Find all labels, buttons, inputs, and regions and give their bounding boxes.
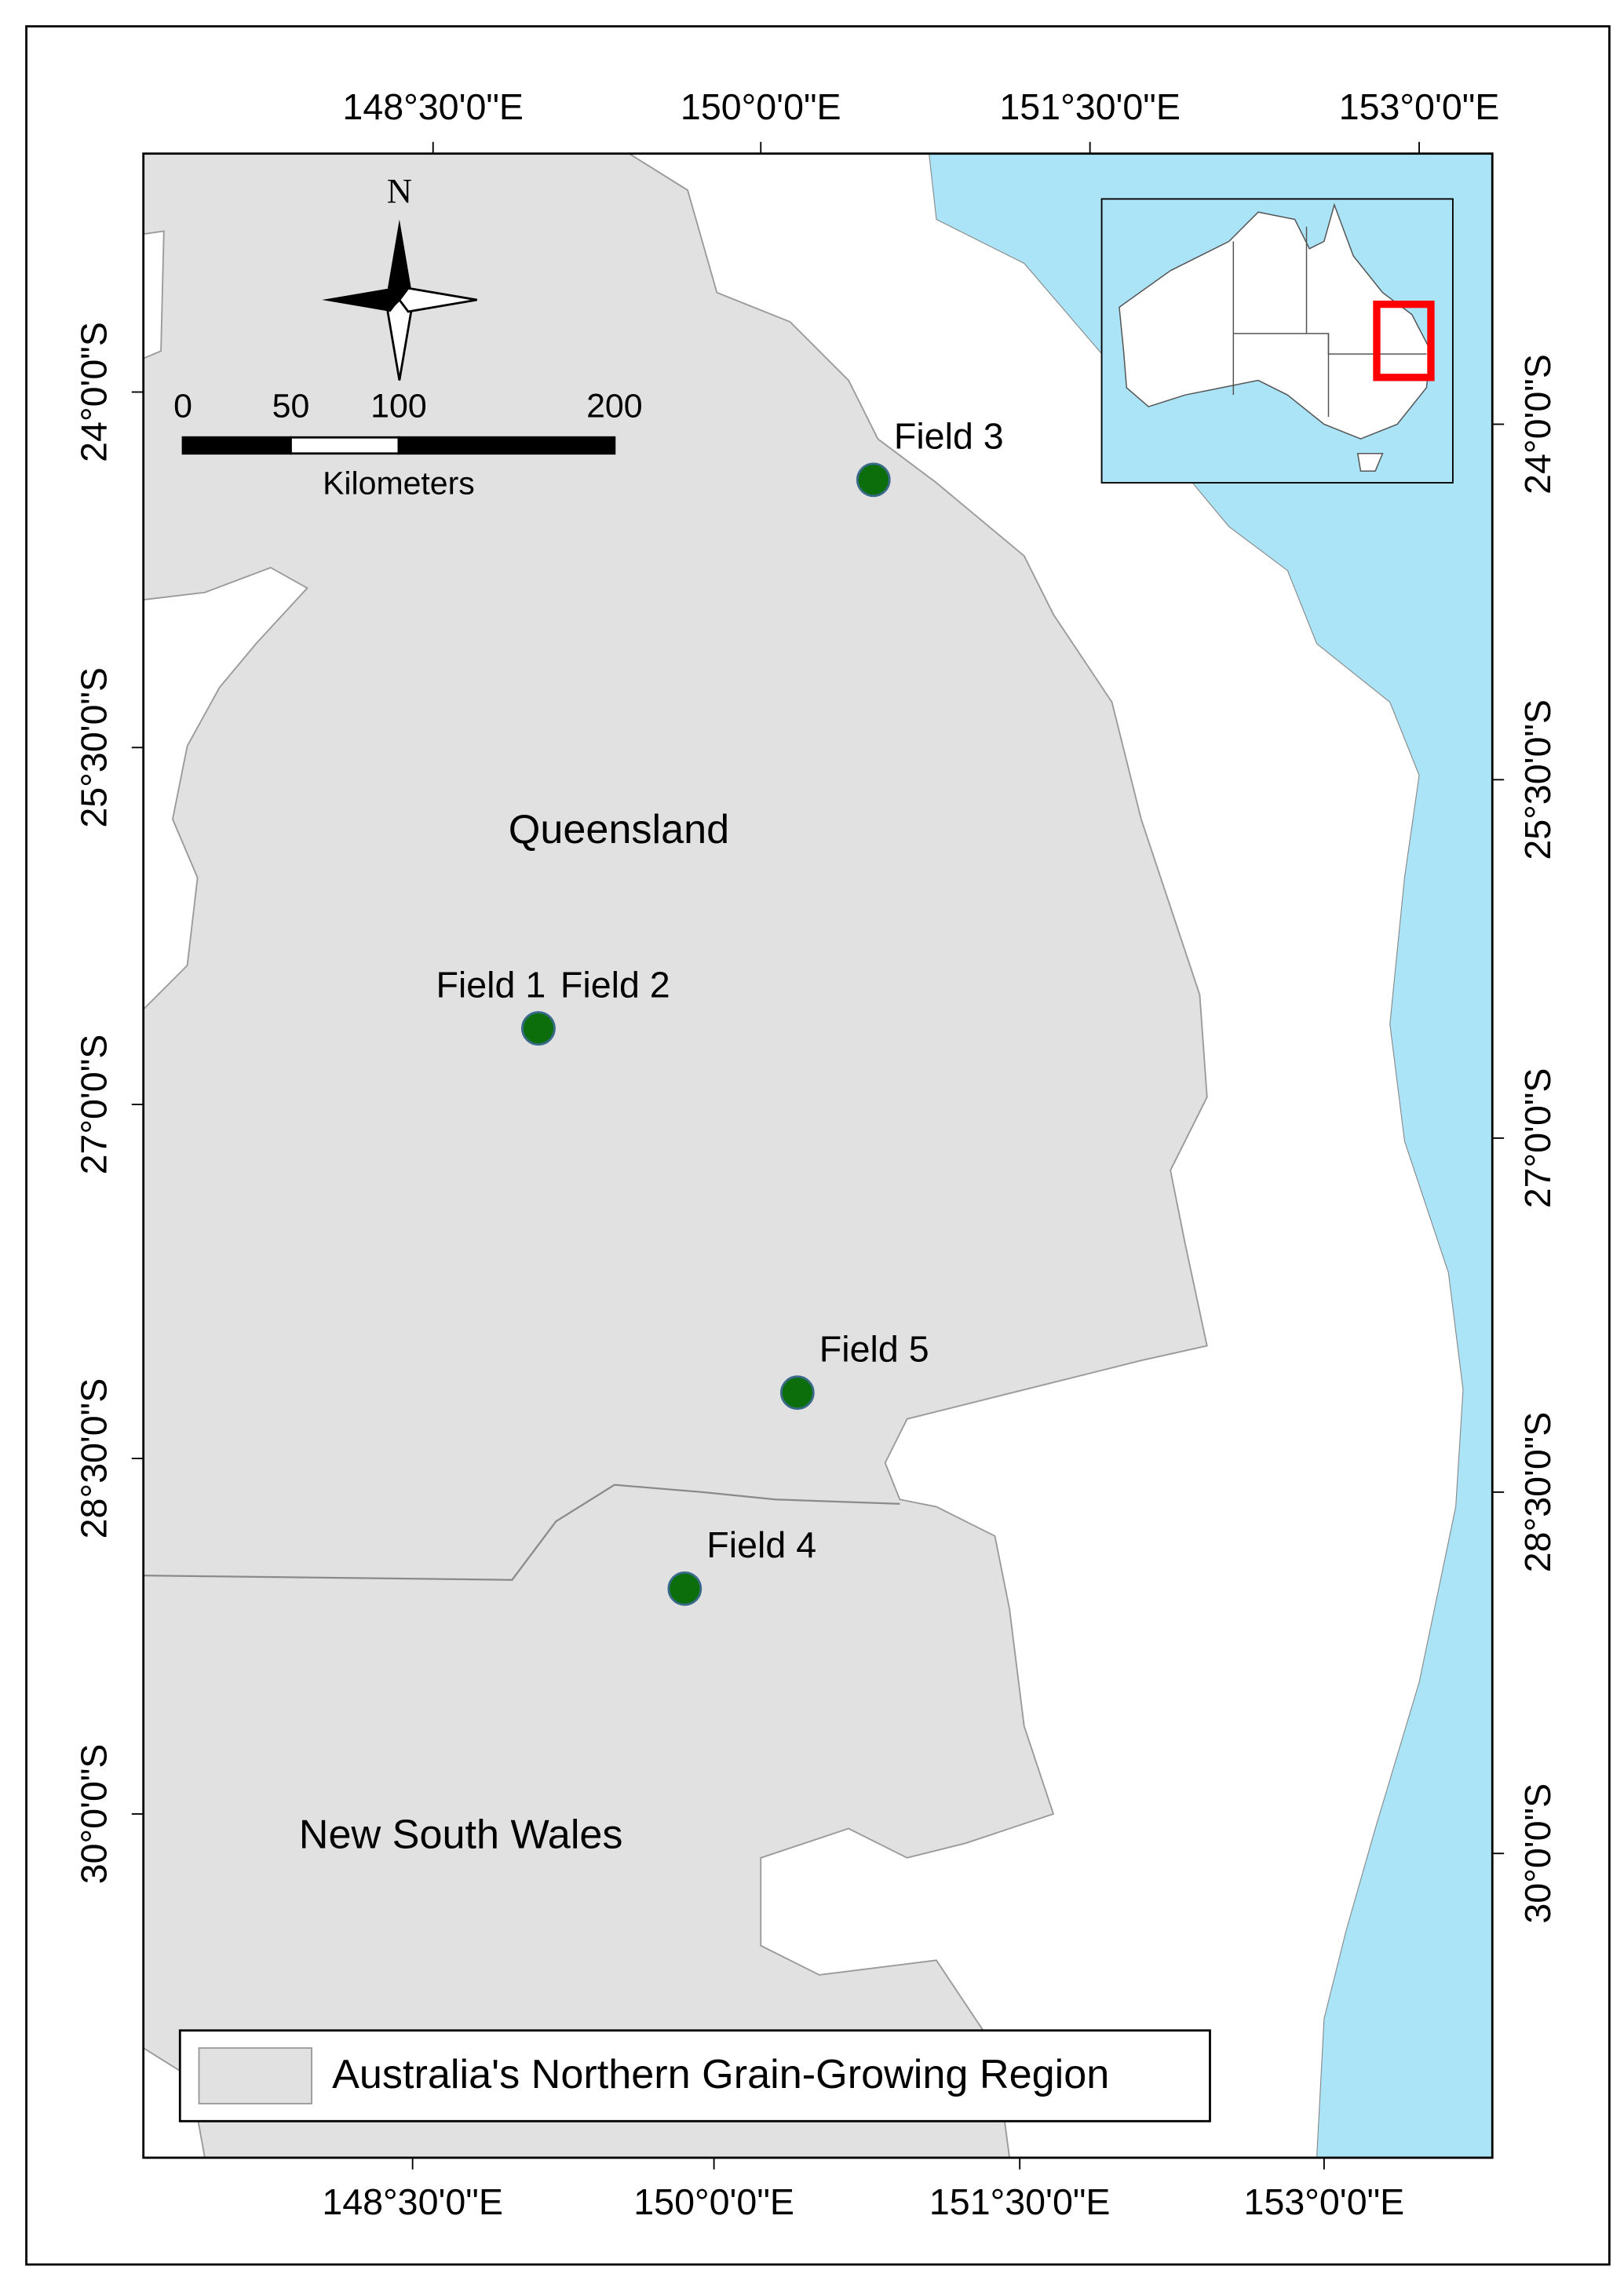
region-label: New South Wales bbox=[299, 1812, 623, 1858]
inset-map bbox=[1100, 198, 1454, 484]
right-axis-label: 28°30'0"S bbox=[1517, 1412, 1558, 1573]
field-marker bbox=[667, 1571, 703, 1606]
excluded-area bbox=[142, 230, 165, 360]
bottom-axis-label: 148°30'0"E bbox=[322, 2181, 503, 2222]
field-label: Field 1 bbox=[436, 964, 546, 1005]
excluded-area bbox=[142, 567, 308, 1012]
scale-bar: 0 50 100 200 Kilometers bbox=[173, 387, 643, 501]
left-axis-label: 30°0'0"S bbox=[73, 1744, 114, 1885]
right-axis-label: 27°0'0"S bbox=[1517, 1068, 1558, 1209]
north-arrow-needle bbox=[398, 287, 477, 313]
left-axis-label: 27°0'0"S bbox=[73, 1035, 114, 1175]
legend: Australia's Northern Grain-Growing Regio… bbox=[178, 2029, 1211, 2123]
field-marker bbox=[779, 1375, 815, 1411]
field-label: Field 5 bbox=[819, 1328, 929, 1369]
inset-extent-box bbox=[1373, 300, 1435, 381]
scale-tick-label: 100 bbox=[370, 387, 427, 425]
scale-tick-label: 0 bbox=[173, 387, 192, 425]
grain-region bbox=[142, 152, 1208, 2159]
scale-tick-label: 50 bbox=[272, 387, 310, 425]
left-axis-label: 24°0'0"S bbox=[73, 322, 114, 462]
map-body bbox=[142, 152, 1494, 2159]
scale-unit: Kilometers bbox=[323, 465, 475, 502]
top-axis-label: 151°30'0"E bbox=[999, 86, 1181, 127]
field-label: Field 2 bbox=[560, 964, 670, 1005]
top-axis-label: 148°30'0"E bbox=[342, 86, 524, 127]
top-axis-label: 150°0'0"E bbox=[681, 86, 841, 127]
legend-swatch bbox=[198, 2047, 312, 2104]
north-arrow-needle bbox=[387, 219, 411, 301]
scale-segment bbox=[181, 436, 292, 455]
north-arrow: N bbox=[322, 171, 477, 381]
state-border bbox=[143, 1484, 900, 1581]
left-axis-label: 28°30'0"S bbox=[73, 1378, 114, 1539]
inset-tasmania bbox=[1356, 452, 1384, 472]
north-label: N bbox=[387, 171, 412, 210]
north-arrow-needle bbox=[322, 288, 400, 312]
bottom-axis-label: 153°0'0"E bbox=[1244, 2181, 1405, 2222]
right-axis-label: 25°30'0"S bbox=[1517, 699, 1558, 860]
field-label: Field 3 bbox=[894, 415, 1004, 456]
map-frame bbox=[142, 152, 1494, 2159]
right-axis-label: 24°0'0"S bbox=[1517, 354, 1558, 495]
scale-segment bbox=[290, 436, 400, 455]
top-axis-label: 153°0'0"E bbox=[1339, 86, 1500, 127]
legend-label: Australia's Northern Grain-Growing Regio… bbox=[332, 2052, 1109, 2097]
field-marker bbox=[856, 462, 891, 498]
field-marker bbox=[521, 1011, 556, 1046]
region-label: Queensland bbox=[509, 807, 729, 852]
field-label: Field 4 bbox=[706, 1524, 816, 1565]
bottom-axis-label: 150°0'0"E bbox=[633, 2181, 794, 2222]
bottom-axis-label: 151°30'0"E bbox=[929, 2181, 1111, 2222]
scale-segment bbox=[397, 436, 616, 455]
right-axis-label: 30°0'0"S bbox=[1517, 1783, 1558, 1924]
scale-tick-label: 200 bbox=[586, 387, 643, 425]
legend-box bbox=[178, 2029, 1211, 2123]
labels: 148°30'0"E 150°0'0"E 151°30'0"E 153°0'0"E 14… bbox=[73, 86, 1558, 2222]
left-axis-label: 25°30'0"S bbox=[73, 667, 114, 828]
